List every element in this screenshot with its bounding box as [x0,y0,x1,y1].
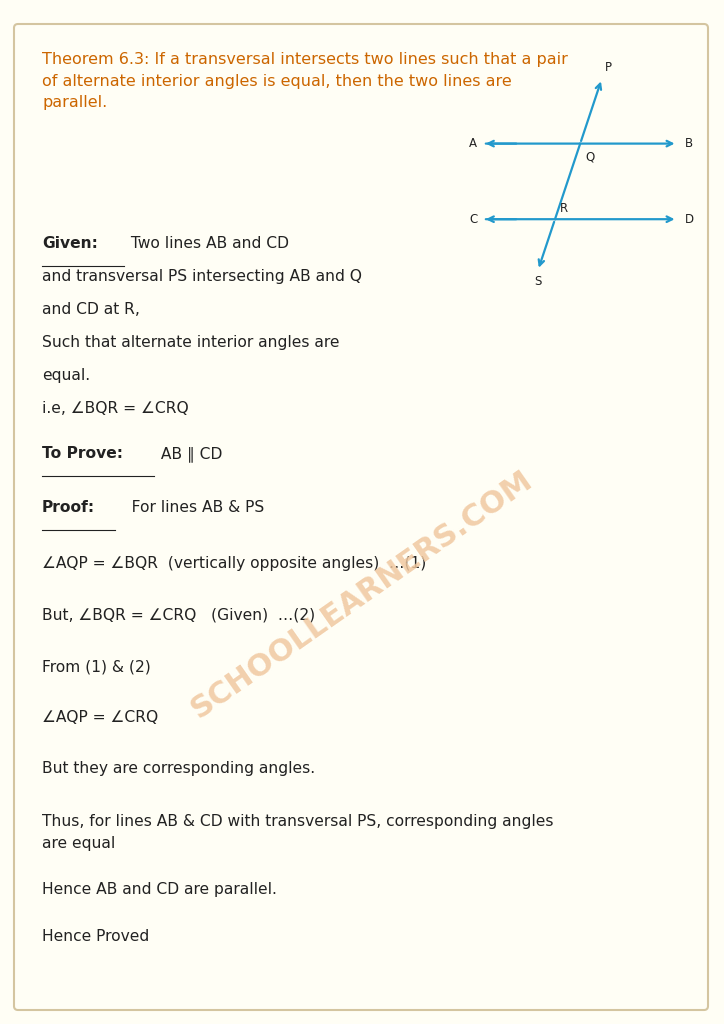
Text: Thus, for lines AB & CD with transversal PS, corresponding angles
are equal: Thus, for lines AB & CD with transversal… [42,814,554,851]
Text: and transversal PS intersecting AB and Q: and transversal PS intersecting AB and Q [42,269,362,284]
Text: AB ∥ CD: AB ∥ CD [156,446,222,462]
Text: A: A [469,137,477,151]
Text: C: C [469,213,477,225]
Text: Proof:: Proof: [42,500,95,515]
Text: ∠AQP = ∠CRQ: ∠AQP = ∠CRQ [42,710,159,725]
Text: To Prove:: To Prove: [42,446,123,461]
Text: D: D [685,213,694,225]
Text: Theorem 6.3: If a transversal intersects two lines such that a pair
of alternate: Theorem 6.3: If a transversal intersects… [42,52,568,111]
Text: R: R [560,202,568,215]
Text: SCHOOLLEARNERS.COM: SCHOOLLEARNERS.COM [186,465,538,724]
Text: From (1) & (2): From (1) & (2) [42,659,151,674]
Text: ∠AQP = ∠BQR  (vertically opposite angles)  …(1): ∠AQP = ∠BQR (vertically opposite angles)… [42,556,426,571]
Text: Two lines AB and CD: Two lines AB and CD [126,236,289,251]
Text: For lines AB & PS: For lines AB & PS [117,500,264,515]
FancyBboxPatch shape [14,24,708,1010]
Text: equal.: equal. [42,368,90,383]
Text: and CD at R,: and CD at R, [42,302,140,317]
Text: Q: Q [585,151,594,164]
Text: B: B [685,137,693,151]
Text: P: P [605,61,612,75]
Text: But, ∠BQR = ∠CRQ   (Given)  …(2): But, ∠BQR = ∠CRQ (Given) …(2) [42,608,315,623]
Text: Hence Proved: Hence Proved [42,929,149,944]
Text: S: S [534,275,542,289]
Text: Such that alternate interior angles are: Such that alternate interior angles are [42,335,340,350]
Text: But they are corresponding angles.: But they are corresponding angles. [42,761,315,776]
Text: Hence AB and CD are parallel.: Hence AB and CD are parallel. [42,882,277,897]
Text: Given:: Given: [42,236,98,251]
Text: i.e, ∠BQR = ∠CRQ: i.e, ∠BQR = ∠CRQ [42,401,189,416]
